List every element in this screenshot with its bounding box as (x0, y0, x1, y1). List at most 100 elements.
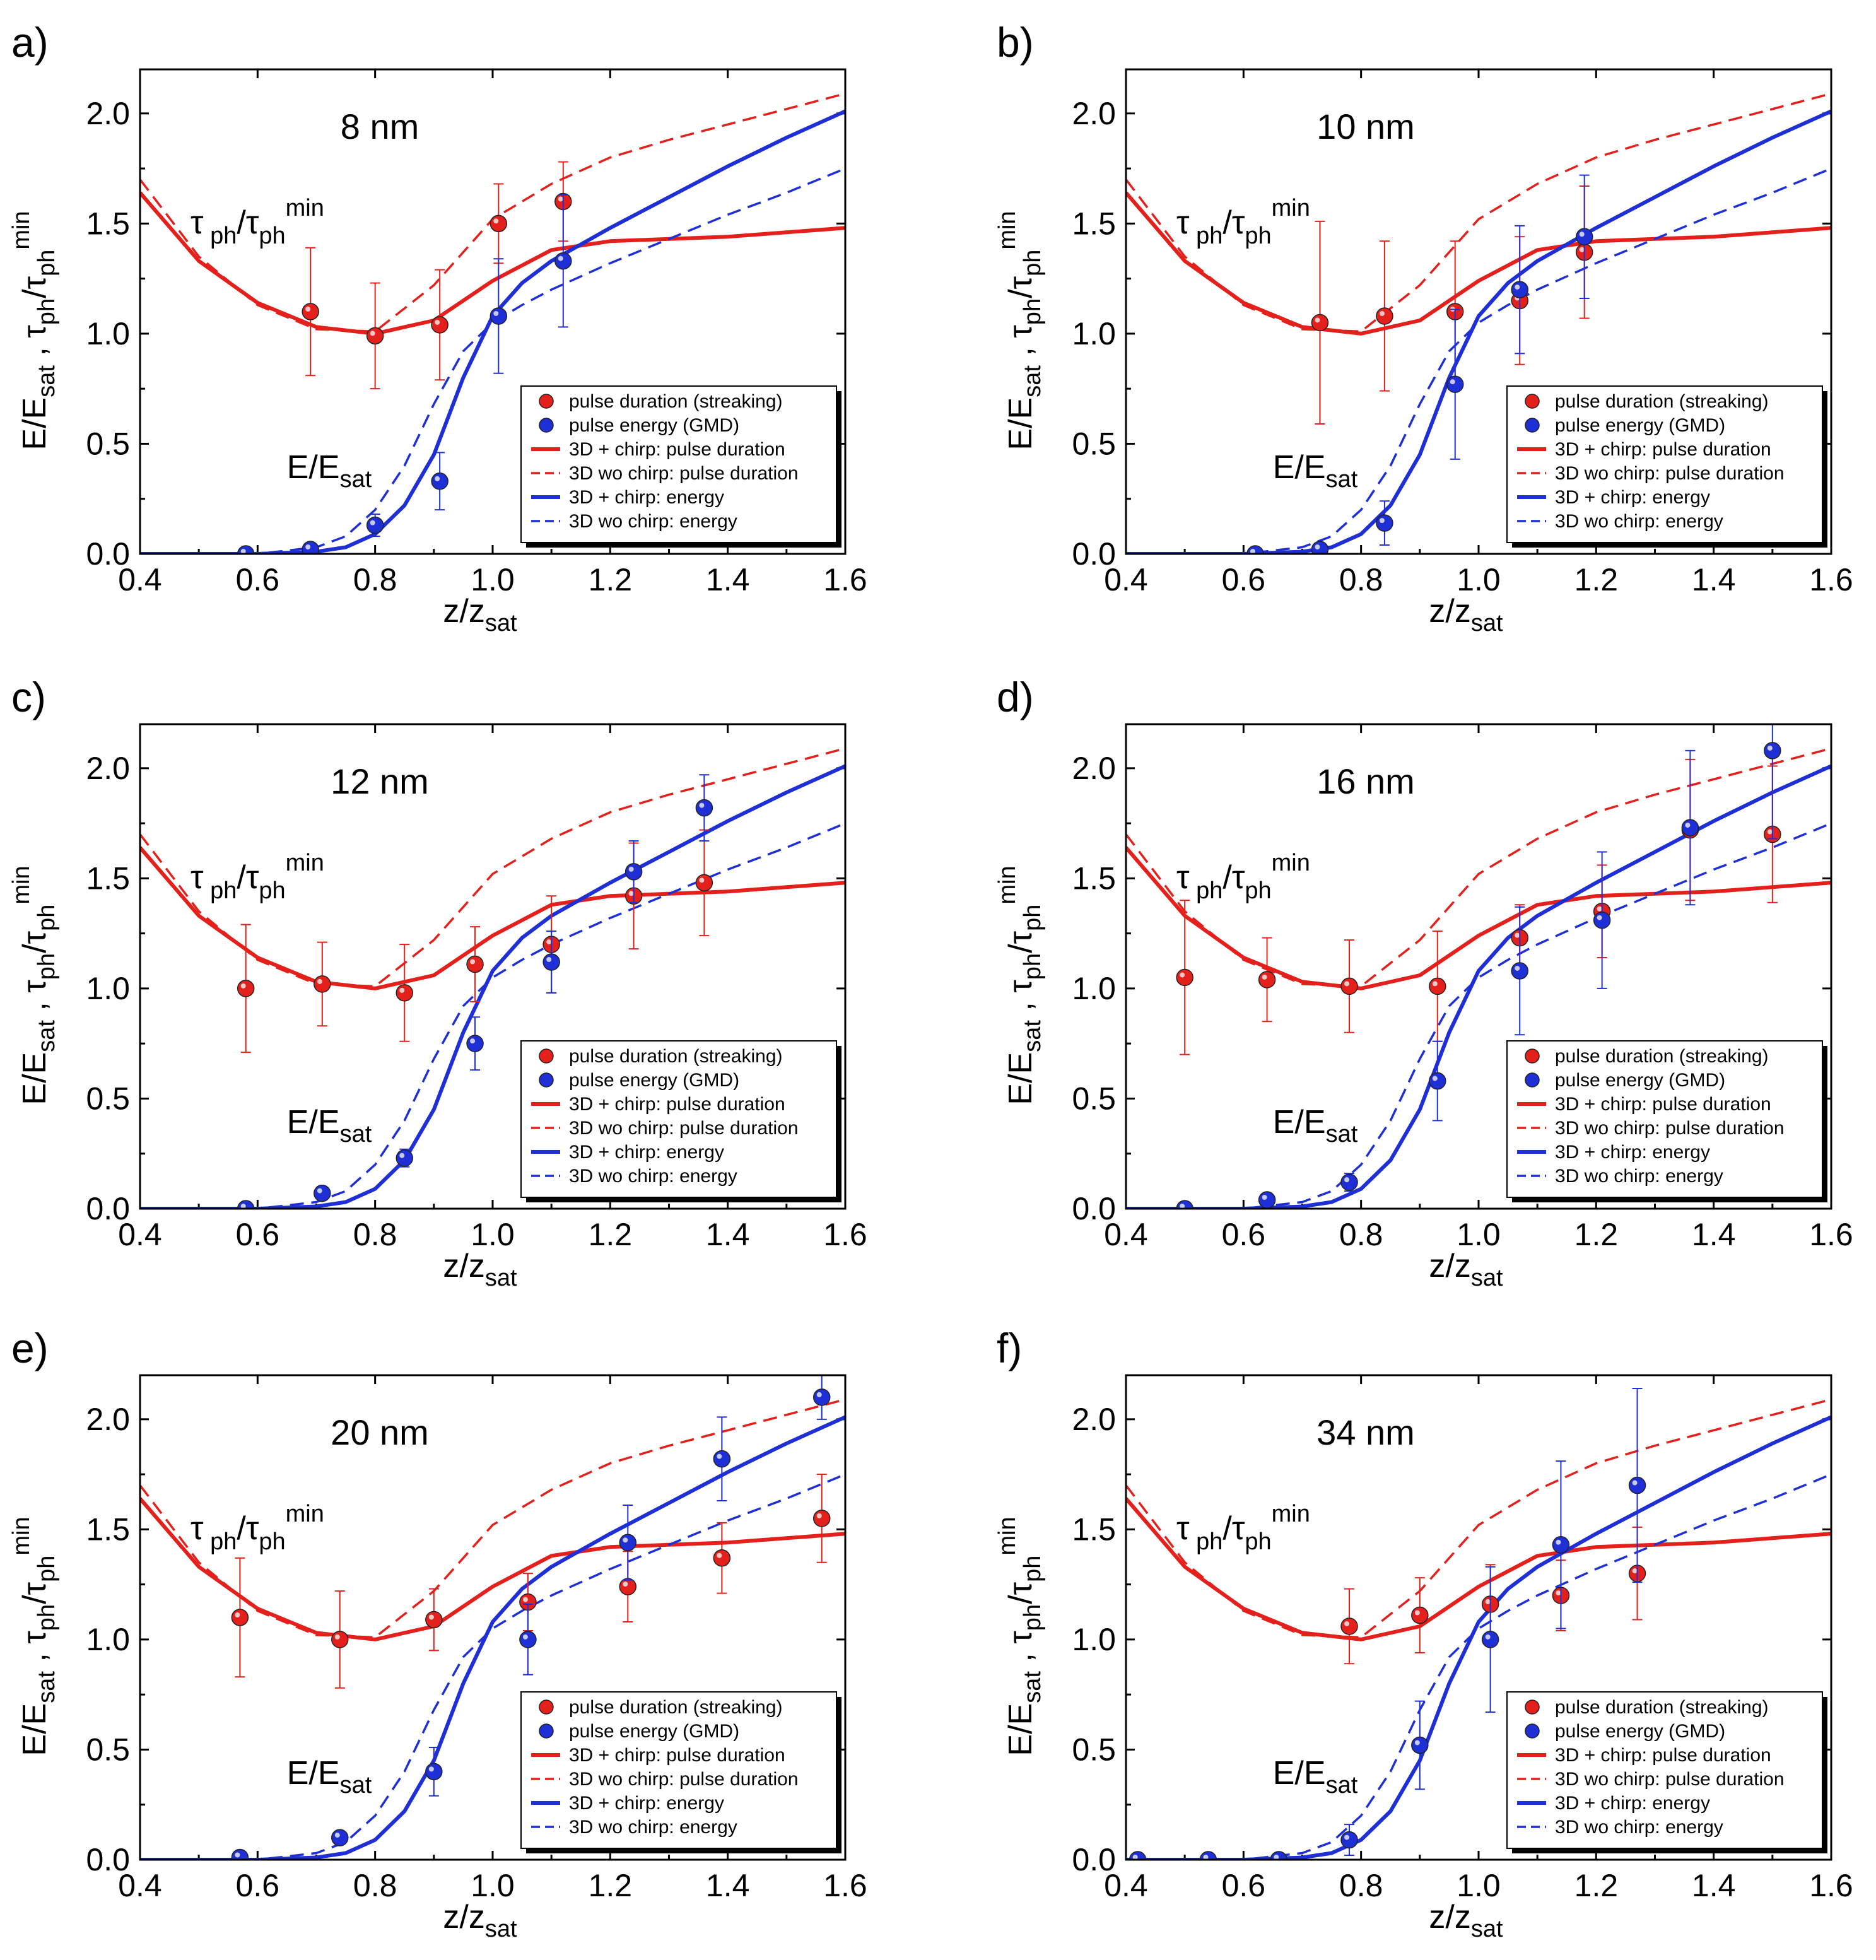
y-tick-label: 0.0 (86, 1191, 130, 1226)
x-axis-label: z/zsat (443, 593, 517, 637)
plot-series (1126, 724, 1831, 1209)
data-point-highlight (1414, 1610, 1420, 1616)
data-point-highlight (1344, 1177, 1350, 1183)
data-point-highlight (546, 957, 552, 963)
data-point-highlight (1556, 1590, 1561, 1596)
data-point (366, 327, 384, 345)
y-axis-label-part: , (1002, 993, 1039, 1020)
x-tick-label: 0.8 (353, 1868, 397, 1903)
legend-label: 3D wo chirp: pulse duration (1555, 1118, 1785, 1139)
legend-label: 3D + chirp: pulse duration (569, 439, 785, 460)
x-tick-label: 1.0 (471, 562, 515, 597)
series-line (1126, 822, 1831, 1209)
y-axis-label-part: ph (33, 1556, 60, 1582)
tau-annotation-part: /τ (237, 859, 259, 896)
y-tick-label: 1.5 (1072, 860, 1116, 896)
legend: pulse duration (streaking) pulse energy (… (520, 385, 841, 548)
legend-label: pulse duration (streaking) (569, 391, 783, 412)
x-tick-label: 0.6 (236, 1868, 280, 1903)
x-tick-label: 0.6 (1222, 1217, 1266, 1252)
data-point (519, 1631, 537, 1648)
legend-marker (539, 418, 554, 433)
tau-annotation: τ ph/τphmin (1176, 195, 1310, 249)
y-axis-label-part: min (8, 866, 35, 904)
tau-annotation-part: ph (204, 877, 237, 904)
y-axis-label-part: sat (33, 365, 60, 397)
legend-label: pulse duration (streaking) (569, 1697, 783, 1718)
tau-annotation: τ ph/τphmin (1176, 1501, 1310, 1555)
x-tick-label: 0.4 (1104, 562, 1148, 597)
legend-label: 3D wo chirp: energy (1555, 1817, 1723, 1838)
data-point (1411, 1606, 1429, 1624)
data-point (812, 1388, 831, 1406)
tau-annotation-part: ph (1190, 1529, 1223, 1555)
data-point (1411, 1736, 1429, 1754)
legend-marker (539, 394, 554, 409)
series-line (140, 109, 845, 554)
data-point-highlight (546, 939, 552, 945)
tau-annotation-part: min (1272, 1501, 1310, 1527)
data-point (1446, 375, 1464, 393)
y-tick-label: 1.0 (86, 971, 130, 1006)
data-point-highlight (623, 1537, 628, 1543)
panel-title: 12 nm (331, 761, 429, 801)
energy-annotation-sub: sat (1326, 466, 1358, 493)
legend-label: pulse duration (streaking) (1555, 391, 1769, 412)
energy-annotation-main: E/E (287, 1755, 340, 1792)
legend: pulse duration (streaking) pulse energy (… (1506, 1691, 1827, 1853)
legend-label: pulse duration (streaking) (569, 1046, 783, 1067)
tau-annotation-part: min (286, 195, 324, 221)
data-point-highlight (428, 1614, 434, 1620)
x-tick-label: 1.0 (471, 1217, 515, 1252)
x-tick-label: 1.6 (823, 562, 867, 597)
y-axis-label-part: min (994, 211, 1021, 249)
data-point-highlight (1515, 932, 1520, 938)
x-tick-label: 0.4 (118, 562, 162, 597)
y-tick-label: 0.5 (86, 1732, 130, 1767)
data-point-highlight (1485, 1599, 1491, 1605)
data-point (1429, 1072, 1446, 1090)
plot-series (140, 747, 845, 1209)
series-line (1126, 1398, 1831, 1639)
energy-annotation: E/Esat (287, 1755, 372, 1799)
x-tick-label: 1.0 (471, 1868, 515, 1903)
x-tick-label: 0.8 (353, 562, 397, 597)
energy-annotation-main: E/E (1273, 1755, 1326, 1792)
x-tick-label: 1.6 (1809, 1868, 1853, 1903)
data-point-highlight (1579, 247, 1585, 252)
data-point-highlight (1315, 317, 1320, 323)
data-point-highlight (1344, 1834, 1350, 1840)
x-tick-label: 1.4 (706, 1217, 750, 1252)
data-point-highlight (1556, 1539, 1561, 1545)
x-tick-label: 0.6 (1222, 562, 1266, 597)
x-tick-label: 1.4 (1692, 562, 1736, 597)
tau-annotation: τ ph/τphmin (191, 195, 324, 249)
y-tick-label: 1.5 (86, 206, 130, 241)
x-tick-label: 1.6 (1809, 1217, 1853, 1252)
energy-annotation-sub: sat (340, 466, 372, 493)
x-tick-label: 0.8 (1339, 1217, 1383, 1252)
data-point-highlight (493, 218, 499, 224)
tau-annotation-part: τ (191, 859, 204, 896)
y-axis-label-part: ph (1019, 905, 1046, 931)
data-point-highlight (816, 1392, 822, 1397)
y-tick-label: 1.0 (86, 1622, 130, 1657)
legend-marker (539, 1072, 554, 1088)
y-axis-label-part: , (1002, 338, 1039, 365)
data-point (812, 1510, 831, 1527)
y-axis-label-part: ph (1019, 250, 1046, 276)
data-point-highlight (1250, 549, 1255, 554)
data-point (713, 1450, 731, 1468)
legend-label: pulse energy (GMD) (569, 1721, 739, 1742)
legend-label: pulse energy (GMD) (569, 415, 739, 436)
y-tick-label: 2.0 (1072, 96, 1116, 131)
data-point-highlight (1597, 915, 1602, 920)
tau-annotation: τ ph/τphmin (1176, 850, 1310, 904)
legend-box (520, 1691, 837, 1849)
y-tick-label: 0.0 (86, 536, 130, 572)
tau-annotation-part: ph (259, 877, 285, 904)
data-point-highlight (1344, 1621, 1350, 1626)
series-line (140, 1398, 845, 1639)
data-point (1340, 1617, 1358, 1635)
series-line (1126, 846, 1831, 990)
